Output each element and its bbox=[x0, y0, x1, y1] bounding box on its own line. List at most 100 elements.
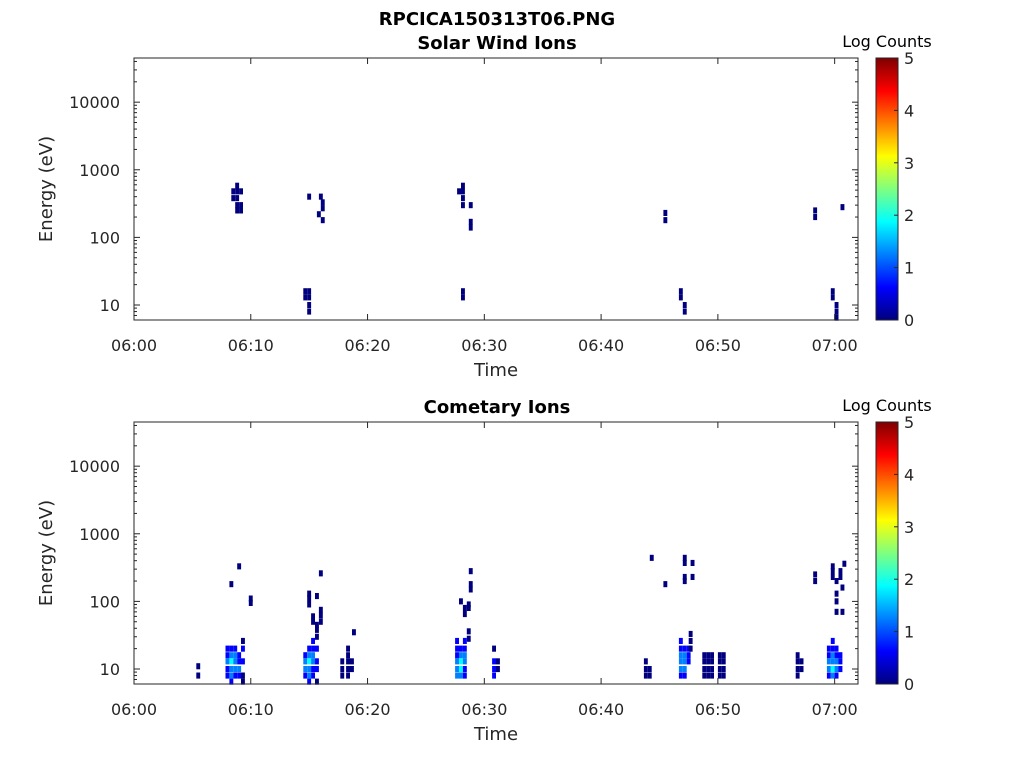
y-tick-label: 10 bbox=[100, 296, 120, 315]
heatmap-cell bbox=[826, 672, 831, 679]
heatmap-cell bbox=[678, 658, 683, 665]
y-tick-label: 10000 bbox=[69, 93, 120, 112]
heatmap-cell bbox=[795, 666, 800, 673]
heatmap-cell bbox=[830, 652, 835, 659]
heatmap-cell bbox=[346, 652, 350, 659]
heatmap-cell bbox=[307, 590, 312, 597]
heatmap-cell bbox=[830, 672, 835, 679]
heatmap-cell bbox=[468, 568, 473, 575]
heatmap-cell bbox=[346, 645, 350, 652]
heatmap-cell bbox=[826, 666, 831, 673]
colorbar-tick-label: 3 bbox=[904, 154, 914, 173]
heatmap-cell bbox=[826, 658, 831, 665]
heatmap-cell bbox=[315, 633, 319, 640]
heatmap-cell bbox=[838, 573, 843, 580]
colorbar-label: Log Counts bbox=[842, 32, 932, 51]
heatmap-cell bbox=[229, 672, 234, 679]
heatmap-cell bbox=[688, 630, 693, 637]
heatmap-cell bbox=[842, 560, 847, 567]
heatmap-cell bbox=[315, 678, 319, 685]
heatmap-cell bbox=[682, 559, 687, 566]
heatmap-cell bbox=[813, 207, 818, 214]
heatmap-cell bbox=[834, 608, 839, 615]
y-ticks: 10 100 1000 10000 bbox=[69, 60, 858, 321]
heatmap-cell bbox=[686, 652, 691, 659]
heatmap-cell bbox=[315, 658, 319, 665]
heatmap-cell bbox=[702, 652, 707, 659]
heatmap-cell bbox=[311, 613, 315, 620]
heatmap-cell bbox=[688, 645, 693, 652]
heatmap-cell bbox=[682, 302, 687, 309]
heatmap-cell bbox=[496, 658, 500, 665]
heatmap-cell bbox=[826, 652, 831, 659]
y-tick-label: 100 bbox=[89, 228, 120, 247]
heatmap-cell bbox=[838, 666, 843, 673]
heatmap-cell bbox=[710, 658, 714, 665]
x-tick-label: 06:00 bbox=[111, 336, 157, 355]
heatmap-cell bbox=[307, 308, 312, 315]
heatmap-cell bbox=[311, 666, 315, 673]
colorbar-tick-label: 2 bbox=[904, 570, 914, 589]
heatmap-cell bbox=[455, 658, 459, 665]
heatmap-cell bbox=[225, 645, 230, 652]
heatmap-cell bbox=[492, 672, 496, 679]
heatmap-cell bbox=[346, 666, 350, 673]
x-tick-label: 06:50 bbox=[695, 336, 741, 355]
heatmap-cell bbox=[706, 666, 711, 673]
heatmap-cell bbox=[235, 207, 240, 214]
heatmap-cell bbox=[303, 652, 308, 659]
heatmap-cell bbox=[459, 652, 463, 659]
heatmap-cell bbox=[233, 652, 238, 659]
heatmap-cell bbox=[682, 658, 687, 665]
heatmap-cell bbox=[235, 182, 240, 189]
heatmap-cell bbox=[237, 652, 242, 659]
heatmap-cell bbox=[237, 666, 242, 673]
y-tick-label: 100 bbox=[89, 592, 120, 611]
heatmap-cell bbox=[840, 584, 845, 591]
heatmap-cell bbox=[307, 294, 312, 301]
heatmap-cell bbox=[231, 195, 236, 202]
heatmap-cell bbox=[229, 645, 234, 652]
heatmap-cell bbox=[466, 601, 471, 608]
heatmap-cell bbox=[225, 672, 230, 679]
heatmap-cell bbox=[468, 218, 473, 225]
heatmap-cell bbox=[307, 645, 312, 652]
heatmap-cell bbox=[239, 207, 243, 214]
heatmap-cell bbox=[838, 568, 843, 575]
heatmap-cell bbox=[340, 672, 345, 679]
y-axis-label: Energy (eV) bbox=[36, 136, 57, 242]
heatmap-cell bbox=[721, 652, 726, 659]
heatmap-cell bbox=[307, 666, 312, 673]
heatmap-cell bbox=[690, 573, 695, 580]
heatmap-cell bbox=[225, 666, 230, 673]
heatmap-cell bbox=[496, 666, 500, 673]
heatmap-cell bbox=[303, 658, 308, 665]
colorbar-tick-label: 1 bbox=[904, 623, 914, 642]
x-tick-label: 07:00 bbox=[812, 336, 858, 355]
heatmap-cell bbox=[350, 666, 354, 673]
heatmap-cell bbox=[462, 645, 467, 652]
colorbar-ticks: 0 1 2 3 4 5 bbox=[894, 413, 914, 694]
heatmap-cell bbox=[706, 652, 711, 659]
colorbar-tick-label: 2 bbox=[904, 206, 914, 225]
heatmap-cell bbox=[468, 202, 473, 209]
heatmap-cell bbox=[235, 188, 240, 195]
heatmap-cell bbox=[235, 195, 240, 202]
colorbar bbox=[875, 421, 899, 685]
heatmap-cell bbox=[492, 666, 496, 673]
heatmap-cell bbox=[682, 645, 687, 652]
heatmap-cell bbox=[461, 195, 465, 202]
heatmap-cell bbox=[241, 672, 245, 679]
heatmap-cell bbox=[834, 598, 839, 605]
heatmap-cell bbox=[459, 645, 463, 652]
x-axis-label: Time bbox=[473, 360, 518, 381]
cells-layer bbox=[231, 182, 845, 321]
heatmap-cell bbox=[318, 193, 323, 200]
heatmap-cell bbox=[461, 182, 465, 189]
heatmap-cell bbox=[706, 672, 711, 679]
heatmap-cell bbox=[241, 658, 245, 665]
heatmap-cell bbox=[840, 204, 845, 211]
heatmap-cell bbox=[196, 672, 201, 679]
x-tick-label: 06:40 bbox=[578, 700, 624, 719]
heatmap-cell bbox=[459, 658, 463, 665]
